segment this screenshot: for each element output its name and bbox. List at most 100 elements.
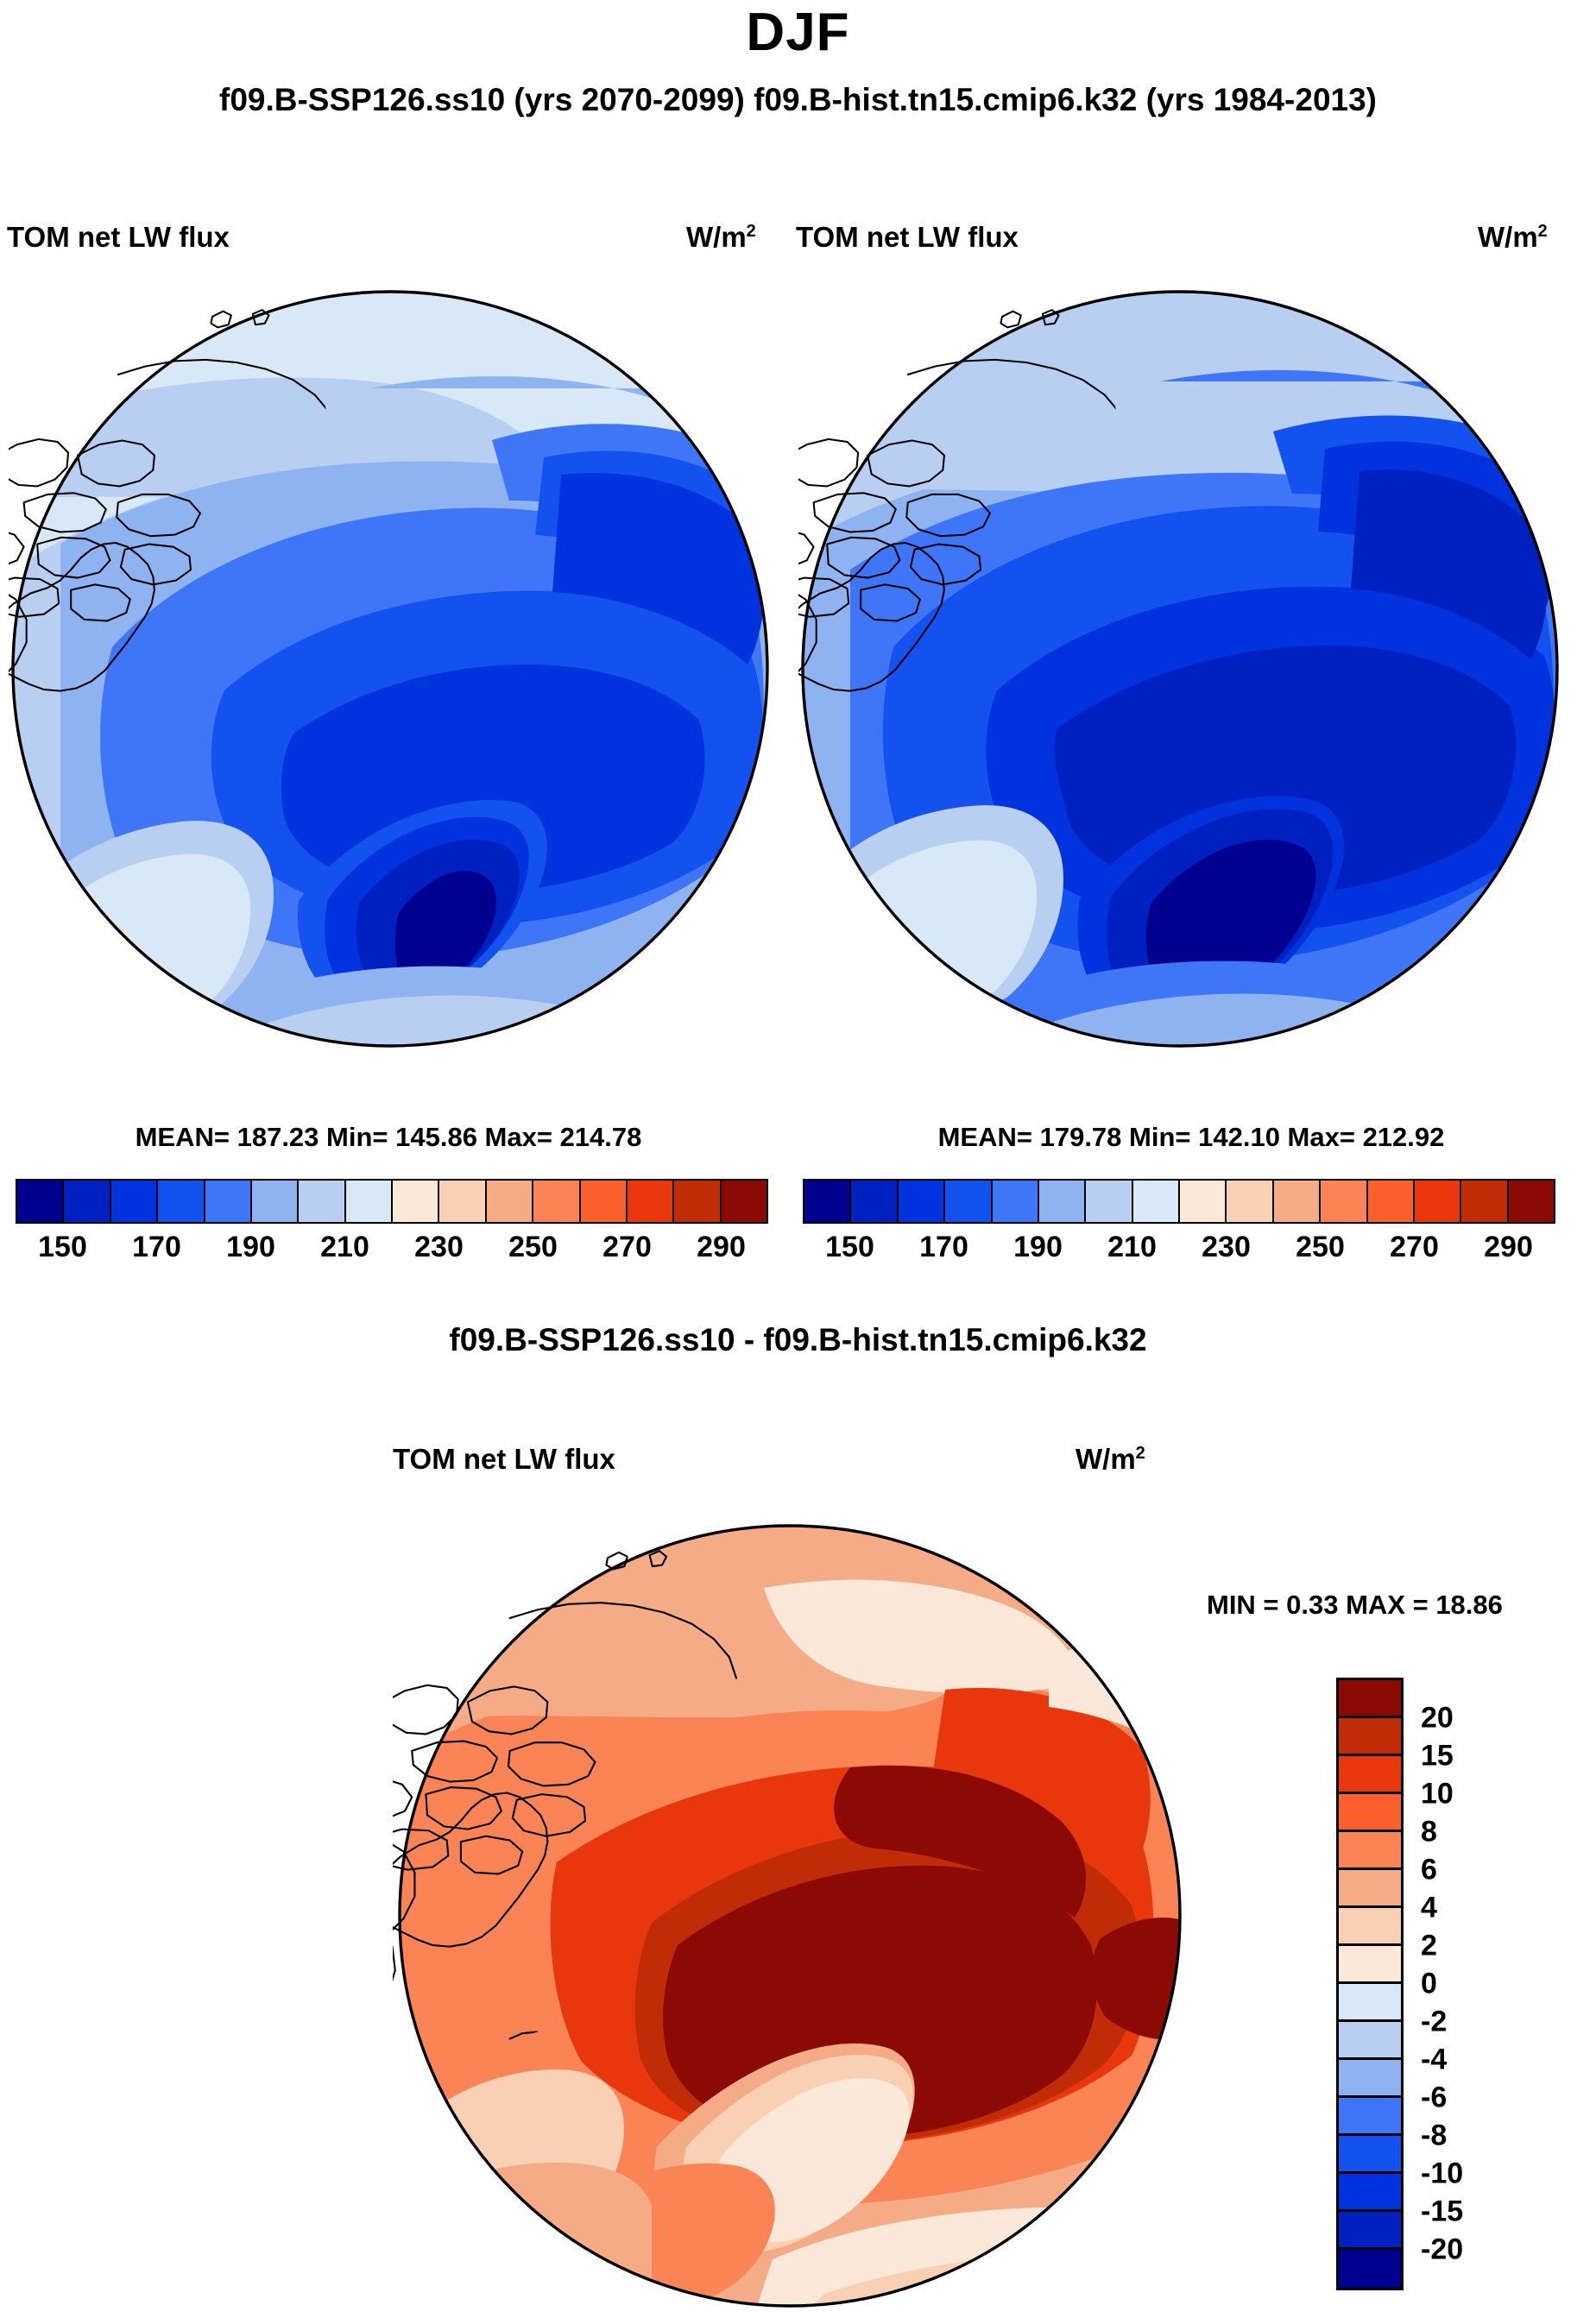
colorbar-cell	[1339, 2060, 1401, 2098]
difference-panel-variable-label: TOM net LW flux	[393, 1443, 615, 1475]
colorbar-cell	[1414, 1181, 1462, 1222]
colorbar-cell	[345, 1181, 393, 1222]
colorbar-cell	[851, 1181, 899, 1222]
colorbar-cell	[804, 1181, 852, 1222]
left-panel-units-exponent: 2	[746, 222, 756, 241]
difference-panel-units-exponent: 2	[1135, 1444, 1145, 1463]
colorbar-cell	[1461, 1181, 1509, 1222]
colorbar-tick-label: 230	[1202, 1231, 1251, 1263]
colorbar-tick-label: 20	[1421, 1701, 1454, 1735]
colorbar-cell	[1321, 1181, 1368, 1222]
difference-panel-units-text: W/m	[1076, 1443, 1136, 1475]
map-right-historical	[798, 285, 1562, 1049]
map-left-ssp126	[9, 285, 773, 1049]
colorbar-cell	[64, 1181, 111, 1222]
colorbar-tick-label: 230	[414, 1231, 464, 1263]
colorbar-left[interactable]: 150 170 190 210 230 250 270 290	[16, 1179, 768, 1270]
colorbar-tick-label: 10	[1421, 1777, 1454, 1811]
difference-panel-units-label: W/m2	[1076, 1443, 1145, 1476]
colorbar-tick-label: 210	[1107, 1231, 1157, 1263]
colorbar-tick-label: -20	[1421, 2233, 1464, 2266]
colorbar-cell	[486, 1181, 534, 1222]
colorbar-cell	[1339, 2174, 1401, 2212]
colorbar-cell	[110, 1181, 159, 1222]
colorbar-cell	[17, 1181, 65, 1222]
colorbar-cell	[1132, 1181, 1180, 1222]
colorbar-tick-label: 190	[226, 1231, 275, 1263]
colorbar-cell	[1086, 1181, 1133, 1222]
colorbar-tick-label: 8	[1421, 1815, 1437, 1848]
colorbar-cell	[1273, 1181, 1322, 1222]
colorbar-cell	[674, 1181, 722, 1222]
colorbar-cell	[1339, 1718, 1401, 1756]
colorbar-cell	[439, 1181, 487, 1222]
colorbar-cell	[1339, 1908, 1401, 1946]
colorbar-left-ticks: 150 170 190 210 230 250 270 290	[16, 1231, 768, 1270]
colorbar-difference[interactable]	[1336, 1678, 1404, 2290]
colorbar-cell	[1339, 1984, 1401, 2022]
colorbar-cell	[1339, 2022, 1401, 2060]
colorbar-cell	[1339, 2212, 1401, 2250]
colorbar-right-ticks: 150 170 190 210 230 250 270 290	[803, 1231, 1555, 1270]
colorbar-tick-label: 150	[38, 1231, 87, 1263]
colorbar-cell	[627, 1181, 675, 1222]
colorbar-cell	[898, 1181, 946, 1222]
colorbar-difference-labels: 20 15 10 8 6 4 2 0 -2 -4 -6 -8 -10 -15 -20	[1421, 1678, 1576, 2282]
colorbar-left-cells	[16, 1179, 768, 1224]
right-panel-units-exponent: 2	[1537, 222, 1548, 241]
colorbar-cell	[1339, 1680, 1401, 1718]
colorbar-tick-label: 170	[919, 1231, 968, 1263]
colorbar-right[interactable]: 150 170 190 210 230 250 270 290	[803, 1179, 1555, 1270]
colorbar-cell	[393, 1181, 440, 1222]
left-panel-units-label: W/m2	[686, 221, 756, 254]
colorbar-tick-label: 290	[1484, 1231, 1533, 1263]
colorbar-tick-label: -6	[1421, 2081, 1448, 2114]
colorbar-cell	[721, 1181, 766, 1222]
colorbar-tick-label: 210	[320, 1231, 369, 1263]
colorbar-cell	[1339, 2098, 1401, 2136]
colorbar-cell	[1367, 1181, 1415, 1222]
colorbar-tick-label: -10	[1421, 2157, 1464, 2190]
colorbar-cell	[580, 1181, 628, 1222]
colorbar-tick-label: 170	[132, 1231, 181, 1263]
colorbar-cell	[1339, 1832, 1401, 1870]
colorbar-cell	[1339, 1870, 1401, 1908]
colorbar-cell	[533, 1181, 581, 1222]
colorbar-right-cells	[803, 1179, 1555, 1224]
colorbar-tick-label: 270	[602, 1231, 652, 1263]
colorbar-tick-label: -15	[1421, 2195, 1464, 2228]
colorbar-cell	[1339, 1946, 1401, 1984]
page-subtitle: f09.B-SSP126.ss10 (yrs 2070-2099) f09.B-…	[219, 82, 1377, 117]
colorbar-cell	[1508, 1181, 1554, 1222]
colorbar-tick-label: 150	[825, 1231, 874, 1263]
right-panel-units-text: W/m	[1478, 221, 1538, 253]
colorbar-cell	[1038, 1181, 1087, 1222]
colorbar-tick-label: 4	[1421, 1891, 1437, 1924]
colorbar-tick-label: -2	[1421, 2005, 1448, 2038]
map-difference	[393, 1517, 1187, 2311]
right-panel-units-label: W/m2	[1478, 221, 1548, 254]
right-panel-stats: MEAN= 179.78 Min= 142.10 Max= 212.92	[937, 1122, 1445, 1152]
left-panel-stats: MEAN= 187.23 Min= 145.86 Max= 214.78	[135, 1122, 642, 1152]
colorbar-cell	[1180, 1181, 1227, 1222]
difference-panel-title: f09.B-SSP126.ss10 - f09.B-hist.tn15.cmip…	[449, 1322, 1147, 1357]
colorbar-cell	[1339, 2250, 1401, 2288]
colorbar-tick-label: -4	[1421, 2043, 1448, 2076]
left-panel-variable-label: TOM net LW flux	[7, 221, 230, 253]
colorbar-tick-label: -8	[1421, 2119, 1448, 2152]
colorbar-tick-label: 2	[1421, 1929, 1437, 1962]
colorbar-tick-label: 270	[1390, 1231, 1439, 1263]
right-panel-variable-label: TOM net LW flux	[796, 221, 1019, 253]
colorbar-tick-label: 0	[1421, 1967, 1437, 2000]
left-panel-units-text: W/m	[686, 221, 747, 253]
colorbar-tick-label: 190	[1013, 1231, 1063, 1263]
colorbar-cell	[992, 1181, 1039, 1222]
colorbar-tick-label: 250	[508, 1231, 558, 1263]
colorbar-tick-label: 290	[697, 1231, 746, 1263]
colorbar-tick-label: 250	[1296, 1231, 1345, 1263]
difference-minmax-label: MIN = 0.33 MAX = 18.86	[1207, 1590, 1503, 1620]
colorbar-cell	[1339, 1756, 1401, 1794]
colorbar-difference-cells	[1336, 1678, 1404, 2290]
colorbar-cell	[299, 1181, 346, 1222]
colorbar-cell	[1339, 1794, 1401, 1832]
